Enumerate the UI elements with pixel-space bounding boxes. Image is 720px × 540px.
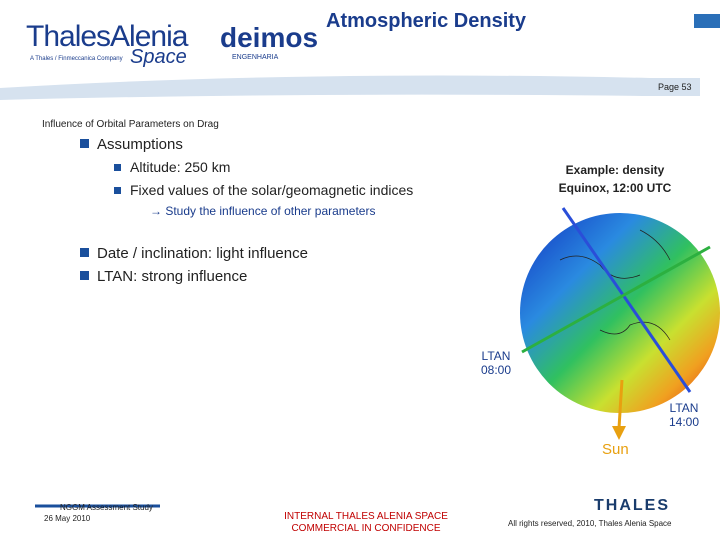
logo-deimos: deimos	[220, 22, 319, 53]
confidential-line: COMMERCIAL IN CONFIDENCE	[291, 523, 441, 534]
header-swoosh	[0, 75, 700, 100]
globe	[520, 213, 720, 413]
bullet-marker	[80, 139, 89, 148]
confidential-line: INTERNAL THALES ALENIA SPACE	[284, 511, 448, 522]
section-title: Influence of Orbital Parameters on Drag	[42, 119, 219, 130]
logo-thales-alenia: ThalesAlenia	[26, 20, 188, 53]
footer-study: NGGM Assessment Study	[60, 503, 153, 512]
bullet-text: Altitude: 250 km	[130, 159, 231, 175]
bullet-text: Assumptions	[97, 136, 183, 153]
page-number: Page 53	[658, 82, 692, 92]
orbit-line	[561, 207, 692, 393]
bullet: Date / inclination: light influence	[80, 245, 308, 262]
footer-date: 26 May 2010	[44, 514, 91, 523]
logo-deimos-sub: ENGENHARIA	[232, 54, 279, 61]
logo-space: Space	[130, 46, 187, 68]
footer-rights: All rights reserved, 2010, Thales Alenia…	[508, 519, 672, 528]
bullet-text: LTAN: strong influence	[97, 268, 248, 285]
slide-title: Atmospheric Density	[326, 10, 527, 32]
bullet-marker	[80, 248, 89, 257]
label-line: 08:00	[480, 363, 512, 377]
footer-confidential: INTERNAL THALES ALENIA SPACE COMMERCIAL …	[266, 511, 466, 535]
caption-line: Example: density	[565, 163, 665, 177]
figure-caption: Example: density Equinox, 12:00 UTC	[540, 161, 690, 197]
label-line: LTAN	[669, 401, 699, 415]
caption-line: Equinox, 12:00 UTC	[558, 181, 672, 195]
sub-bullet: Fixed values of the solar/geomagnetic in…	[114, 182, 413, 198]
sub-bullet: Altitude: 250 km	[114, 159, 230, 175]
sun-arrow	[617, 379, 624, 429]
sun-arrowhead	[612, 426, 626, 440]
bullet: LTAN: strong influence	[80, 268, 247, 285]
bullet-text: Date / inclination: light influence	[97, 245, 308, 262]
corner-tab	[694, 14, 720, 28]
footer-brand: THALES	[594, 497, 670, 514]
bullet: Assumptions	[80, 136, 183, 153]
sun-label: Sun	[602, 441, 629, 458]
note: → Study the influence of other parameter…	[150, 204, 376, 218]
ltan-label: LTAN 08:00	[476, 349, 516, 377]
label-line: 14:00	[668, 415, 700, 429]
bullet-marker	[114, 164, 121, 171]
label-line: LTAN	[481, 349, 511, 363]
logo-tagline: A Thales / Finmeccanica Company	[30, 56, 123, 62]
coastlines	[559, 229, 671, 341]
bullet-marker	[80, 271, 89, 280]
ltan-label: LTAN 14:00	[664, 401, 704, 429]
orbit-line	[521, 245, 711, 354]
bullet-marker	[114, 187, 121, 194]
bullet-text: Fixed values of the solar/geomagnetic in…	[130, 182, 414, 198]
